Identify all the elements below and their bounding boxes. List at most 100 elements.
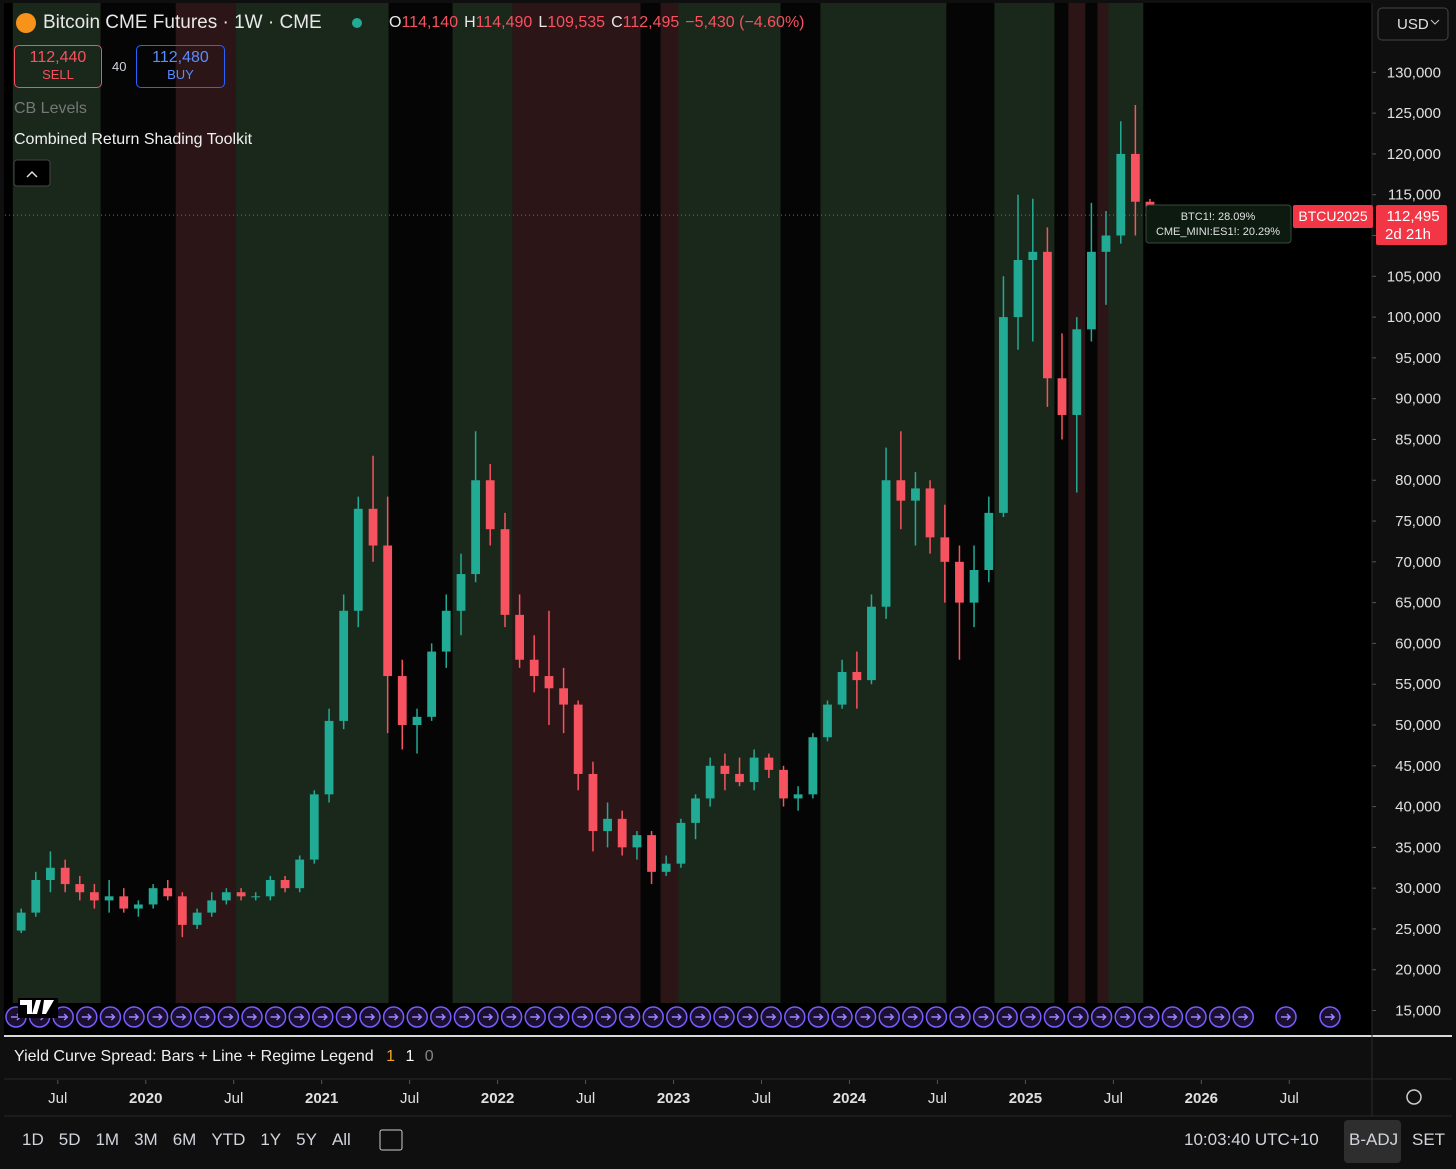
- candle-body: [1130, 153, 1140, 202]
- candle-body: [867, 606, 876, 681]
- event-arrow: [860, 1013, 871, 1021]
- set-button[interactable]: SET: [1412, 1130, 1446, 1149]
- event-arrow: [671, 1013, 682, 1021]
- badj-button-bg[interactable]: [1344, 1120, 1401, 1163]
- candle-body: [1101, 235, 1111, 252]
- x-tick-label: 2020: [129, 1090, 162, 1107]
- candle-body: [192, 912, 202, 925]
- y-tick-label: 75,000: [1395, 513, 1441, 530]
- candle-body: [75, 884, 85, 893]
- candle-body: [412, 716, 422, 725]
- cb-levels: CB Levels: [14, 100, 87, 117]
- candle-body: [236, 892, 246, 897]
- candle-body: [691, 798, 700, 823]
- candle-body: [133, 904, 143, 909]
- range-button[interactable]: 1M: [95, 1130, 120, 1149]
- candle-body: [485, 480, 495, 530]
- regime-band: [1068, 3, 1086, 1003]
- candle-body: [500, 529, 510, 615]
- status-dot: [352, 18, 362, 28]
- y-tick-label: 100,000: [1387, 309, 1441, 326]
- buy-button[interactable]: 112,480 BUY: [136, 45, 225, 88]
- event-arrow: [199, 1013, 210, 1021]
- sell-button[interactable]: 112,440 SELL: [14, 45, 102, 88]
- range-button[interactable]: 5Y: [296, 1130, 317, 1149]
- x-tick-label: 2023: [657, 1090, 690, 1107]
- x-tick-label: 2024: [833, 1090, 867, 1107]
- range-button[interactable]: YTD: [211, 1130, 246, 1149]
- regime-band: [452, 3, 513, 1003]
- event-arrow: [695, 1013, 706, 1021]
- low: 109,535: [547, 14, 606, 31]
- y-tick-label: 45,000: [1395, 758, 1441, 775]
- range-button[interactable]: 6M: [172, 1130, 197, 1149]
- currency-button[interactable]: [1377, 7, 1449, 41]
- y-tick-label: 65,000: [1395, 595, 1441, 612]
- candle-body: [764, 757, 774, 770]
- candle-body: [89, 892, 99, 901]
- event-arrow: [978, 1013, 989, 1021]
- event-arrow: [766, 1013, 777, 1021]
- event-arrow: [365, 1013, 376, 1021]
- candle-body: [852, 671, 862, 681]
- candle-body: [779, 769, 788, 799]
- candle-body: [969, 569, 979, 603]
- event-arrow: [1214, 1013, 1225, 1021]
- x-tick-label: Jul: [576, 1090, 595, 1107]
- y-tick-label: 50,000: [1395, 717, 1441, 734]
- range-button[interactable]: 3M: [134, 1130, 158, 1149]
- symbol-tag: [1293, 205, 1373, 228]
- event-arrow: [388, 1013, 399, 1021]
- x-tick-label: 2021: [305, 1090, 338, 1107]
- event-arrow: [1281, 1013, 1292, 1021]
- range-button[interactable]: 1D: [22, 1130, 44, 1149]
- candle-body: [456, 574, 466, 611]
- event-arrow: [58, 1013, 69, 1021]
- close: 112,495: [622, 14, 680, 31]
- candle-body: [1013, 259, 1023, 318]
- tooltip-box: [1145, 204, 1292, 244]
- regime-band: [780, 3, 821, 1003]
- event-arrow: [789, 1013, 800, 1021]
- range-button[interactable]: 5D: [58, 1130, 81, 1149]
- candle-body: [60, 867, 70, 885]
- y-tick-label: 25,000: [1395, 921, 1441, 938]
- regime-band: [1108, 3, 1144, 1003]
- candle-body: [573, 704, 583, 774]
- event-arrow: [955, 1013, 966, 1021]
- calendar-icon[interactable]: [379, 1129, 403, 1151]
- candle-body: [207, 900, 217, 913]
- y-tick-label: 35,000: [1395, 839, 1441, 856]
- currency[interactable]: USD: [1397, 16, 1429, 33]
- candle-body: [309, 794, 319, 860]
- regime-band: [660, 3, 679, 1003]
- candle-body: [471, 480, 481, 575]
- settings-icon[interactable]: [1406, 1089, 1422, 1105]
- event-arrow: [1120, 1013, 1131, 1021]
- candle-body: [603, 818, 612, 832]
- badj-button[interactable]: B-ADJ: [1349, 1130, 1399, 1149]
- lower-pane-title: Yield Curve Spread: Bars + Line + Regime…: [14, 1048, 434, 1066]
- candle-body: [955, 561, 964, 603]
- x-tick-label: Jul: [48, 1090, 67, 1107]
- symbol-label: BTCU2025: [1298, 208, 1367, 224]
- range-button[interactable]: 1Y: [260, 1130, 282, 1149]
- candle-body: [31, 879, 41, 913]
- x-tick-label: Jul: [1104, 1090, 1123, 1107]
- candle-body: [896, 480, 906, 501]
- candle-body: [808, 737, 818, 795]
- l-label: L: [538, 14, 548, 31]
- regime-band: [678, 3, 781, 1003]
- y-tick-label: 40,000: [1395, 799, 1441, 816]
- candle-body: [515, 614, 525, 660]
- event-arrow: [837, 1013, 848, 1021]
- event-arrow: [907, 1013, 918, 1021]
- range-button[interactable]: All: [331, 1130, 351, 1149]
- candle-body: [999, 317, 1008, 513]
- bitcoin-icon: [16, 13, 36, 33]
- candle-body: [251, 896, 261, 898]
- candle-body: [705, 765, 715, 799]
- x-tick-label: 2025: [1009, 1090, 1042, 1107]
- event-arrow: [294, 1013, 305, 1021]
